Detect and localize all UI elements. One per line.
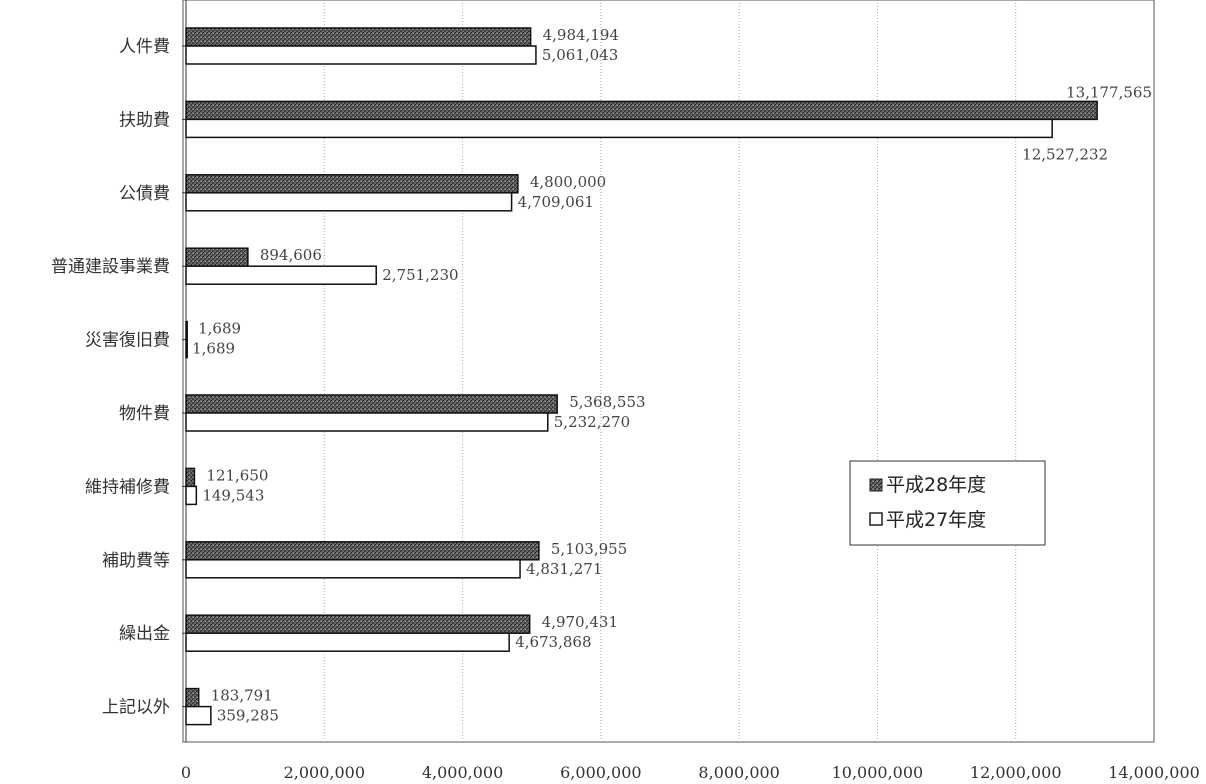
data-label: 2,751,230 — [382, 266, 458, 284]
bar-h27 — [185, 412, 549, 432]
x-tick-label: 2,000,000 — [284, 763, 365, 782]
bar-h28 — [185, 320, 188, 341]
legend-swatch-series-2 — [869, 512, 883, 526]
data-label: 894,606 — [260, 246, 322, 264]
category-label: 災害復旧費 — [85, 331, 170, 351]
bar-h27 — [185, 192, 513, 212]
data-label: 4,673,868 — [515, 633, 591, 651]
category-label: 上記以外 — [102, 698, 170, 718]
bar-h27 — [185, 265, 377, 285]
data-label: 4,984,194 — [543, 26, 619, 44]
bar-h27 — [185, 632, 510, 652]
legend-label-series-2: 平成27年度 — [886, 509, 986, 531]
data-label: 1,689 — [192, 340, 235, 358]
data-label: 5,368,553 — [569, 393, 645, 411]
bar-h27 — [185, 705, 212, 726]
bar-h27 — [185, 485, 198, 506]
bar-h28 — [185, 541, 540, 561]
data-label: 183,791 — [211, 687, 273, 705]
category-label: 人件費 — [119, 37, 170, 57]
category-label: 物件費 — [119, 404, 170, 424]
bar-h27 — [185, 559, 521, 579]
x-tick-label: 10,000,000 — [832, 763, 924, 782]
data-label: 121,650 — [206, 466, 268, 484]
bar-h28 — [185, 467, 196, 488]
bar-h28 — [185, 100, 1098, 121]
category-label: 公債費 — [119, 184, 170, 204]
data-label: 4,970,431 — [542, 613, 618, 631]
x-tick-label: 12,000,000 — [970, 763, 1062, 782]
legend-box — [849, 460, 1046, 546]
category-label: 扶助費 — [119, 110, 170, 130]
data-label: 4,800,000 — [530, 173, 606, 191]
data-label: 1,689 — [198, 320, 241, 338]
data-label: 4,831,271 — [526, 560, 602, 578]
data-label: 5,103,955 — [551, 540, 627, 558]
x-tick-label: 4,000,000 — [422, 763, 503, 782]
x-tick-label: 14,000,000 — [1108, 763, 1200, 782]
x-tick-label: 6,000,000 — [560, 763, 641, 782]
bar-h28 — [185, 394, 558, 414]
bar-h27 — [185, 118, 1053, 139]
bar-h27 — [185, 338, 188, 359]
category-label: 繰出金 — [119, 624, 170, 644]
data-label: 149,543 — [202, 486, 264, 504]
legend-swatch-series-1 — [869, 478, 883, 492]
bar-h28 — [185, 614, 531, 634]
x-tick-label: 0 — [181, 763, 191, 782]
bar-h28 — [185, 247, 249, 267]
data-label: 13,177,565 — [1066, 83, 1152, 101]
category-label: 補助費等 — [102, 551, 170, 571]
legend: 平成28年度 平成27年度 — [849, 460, 1046, 546]
data-label: 12,527,232 — [1022, 145, 1108, 163]
bar-h28 — [185, 27, 532, 47]
category-label: 普通建設事業費 — [51, 257, 170, 277]
bar-h27 — [185, 45, 537, 65]
data-label: 5,232,270 — [554, 413, 630, 431]
data-label: 5,061,043 — [542, 46, 618, 64]
data-label: 359,285 — [217, 707, 279, 725]
category-label: 維持補修費 — [85, 477, 170, 497]
legend-label-series-1: 平成28年度 — [886, 474, 986, 496]
data-label: 4,709,061 — [518, 193, 594, 211]
x-tick-label: 8,000,000 — [698, 763, 779, 782]
bar-h28 — [185, 174, 519, 194]
bar-h28 — [185, 687, 200, 708]
